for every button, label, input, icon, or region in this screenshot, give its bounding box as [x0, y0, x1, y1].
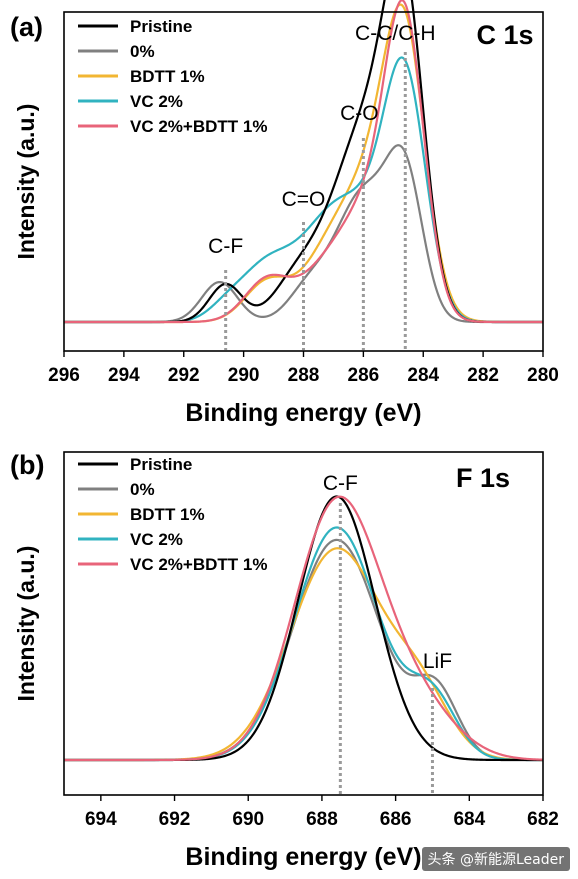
legend-label-0pct: 0% — [130, 42, 155, 61]
x-tick-label: 684 — [453, 809, 485, 830]
legend: Pristine 0% BDTT 1% VC 2% VC 2%+BDTT 1% — [78, 455, 267, 574]
panel-title: F 1s — [456, 463, 510, 493]
plot-frame — [63, 451, 544, 796]
peak-annotation: LiF — [423, 650, 452, 673]
series-lines — [63, 0, 544, 324]
peak-annotation: C=O — [282, 188, 326, 211]
chart-panel-0: 296 294 292 290 288 286 284 282 280 Binding energ… — [10, 0, 559, 427]
x-tick-label: 294 — [108, 365, 140, 386]
x-tick-label: 292 — [168, 365, 200, 386]
legend: Pristine 0% BDTT 1% VC 2% VC 2%+BDTT 1% — [78, 17, 267, 136]
legend-label-vc-2pct-bdtt-1pct: VC 2%+BDTT 1% — [130, 555, 267, 574]
x-tick-label: 688 — [306, 809, 338, 830]
chart-panel-1: 694 692 690 688 686 684 682 Binding energy (eV)… — [10, 450, 559, 871]
series-lines — [63, 495, 544, 762]
legend-label-pristine: Pristine — [130, 455, 192, 474]
legend-label-bdtt-1pct: BDTT 1% — [130, 67, 205, 86]
x-tick-label: 692 — [159, 809, 191, 830]
legend-label-vc-2pct: VC 2% — [130, 530, 183, 549]
panel-label: (a) — [10, 12, 43, 42]
legend-label-bdtt-1pct: BDTT 1% — [130, 505, 205, 524]
panel-label: (b) — [10, 450, 44, 480]
x-tick-label: 296 — [48, 365, 80, 386]
peak-annotation: C-F — [208, 235, 243, 258]
peak-annotation: C-O — [340, 102, 379, 125]
watermark: 头条 @新能源Leader — [421, 847, 570, 871]
x-tick-label: 288 — [288, 365, 320, 386]
x-tick-label: 286 — [348, 365, 380, 386]
legend-label-pristine: Pristine — [130, 17, 192, 36]
peak-annotation: C-F — [323, 472, 358, 495]
legend-label-vc-2pct: VC 2% — [130, 92, 183, 111]
peak-annotation: C-C/C-H — [355, 22, 435, 45]
x-tick-label: 284 — [407, 365, 439, 386]
legend-label-0pct: 0% — [130, 480, 155, 499]
x-axis-label: Binding energy (eV) — [185, 399, 421, 427]
y-axis-label: Intensity (a.u.) — [13, 104, 39, 260]
series-line-vc-2pct-bdtt-1pct — [63, 0, 544, 324]
x-tick-label: 290 — [228, 365, 260, 386]
legend-label-vc-2pct-bdtt-1pct: VC 2%+BDTT 1% — [130, 117, 267, 136]
x-tick-label: 282 — [467, 365, 499, 386]
x-axis-label: Binding energy (eV) — [185, 843, 421, 871]
x-tick-label: 682 — [527, 809, 559, 830]
y-axis-label: Intensity (a.u.) — [13, 546, 39, 702]
x-tick-label: 686 — [380, 809, 412, 830]
series-line-vc-2pct-bdtt-1pct — [63, 495, 544, 762]
x-tick-label: 694 — [85, 809, 117, 830]
x-tick-label: 280 — [527, 365, 559, 386]
x-tick-label: 690 — [232, 809, 264, 830]
panel-title: C 1s — [476, 20, 533, 50]
